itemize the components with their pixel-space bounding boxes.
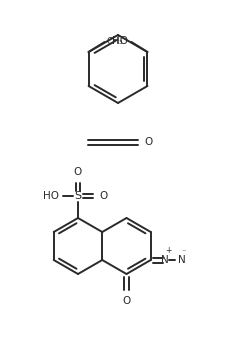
Text: O: O: [74, 167, 82, 177]
Text: O: O: [144, 137, 152, 147]
Text: N: N: [178, 255, 185, 265]
Text: N: N: [161, 255, 169, 265]
Text: CH₃: CH₃: [107, 36, 123, 46]
Text: HO: HO: [112, 36, 128, 46]
Text: HO: HO: [43, 191, 59, 201]
Text: +: +: [166, 246, 172, 255]
Text: O: O: [122, 296, 131, 306]
Text: O: O: [99, 191, 107, 201]
Text: ⁻: ⁻: [182, 247, 186, 256]
Text: S: S: [74, 191, 82, 201]
